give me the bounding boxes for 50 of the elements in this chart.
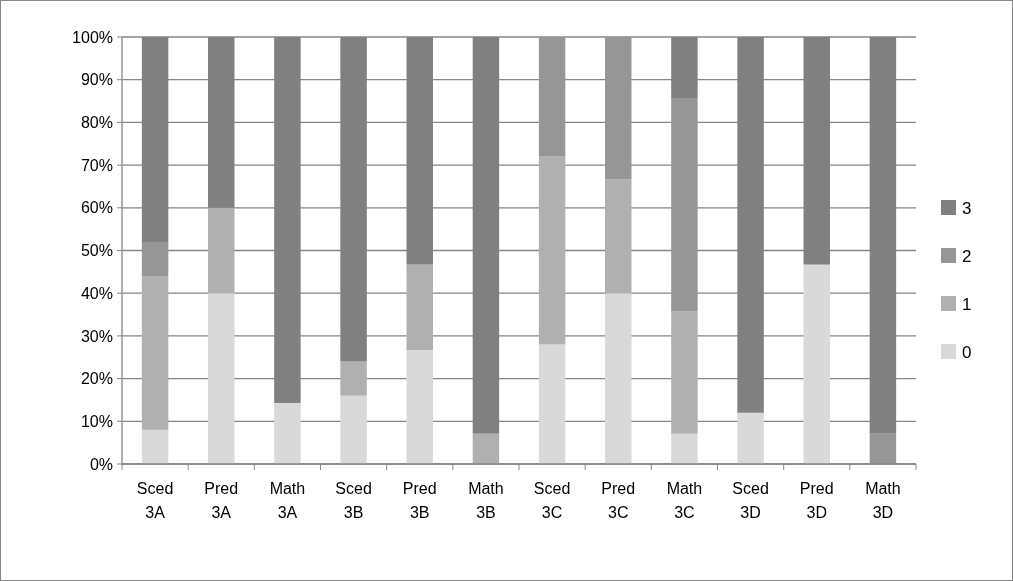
y-tick-label: 100% xyxy=(72,28,113,46)
x-tick-label: Pred 3B xyxy=(402,480,437,521)
bar xyxy=(141,429,169,464)
bar xyxy=(671,311,698,434)
x-tick-label: Sced 3D xyxy=(732,480,769,521)
x-tick-label: Math 3A xyxy=(269,480,306,521)
bar xyxy=(141,241,169,277)
y-tick-label: 70% xyxy=(80,156,113,174)
y-tick-label: 0% xyxy=(89,455,113,473)
y-tick-label: 20% xyxy=(80,370,113,388)
x-tick-label: Sced 3B xyxy=(335,480,372,521)
y-tick-label: 80% xyxy=(80,114,113,131)
x-tick-label: Pred 3A xyxy=(204,480,239,521)
x-tick-label: Pred 3D xyxy=(799,480,834,521)
y-tick-label: 10% xyxy=(80,412,113,430)
bar xyxy=(538,156,566,345)
x-tick-label: Sced 3A xyxy=(136,480,174,521)
y-tick-label: 50% xyxy=(80,242,113,260)
bar xyxy=(538,37,566,157)
bar xyxy=(671,98,698,312)
x-tick-label: Math 3C xyxy=(666,480,703,521)
y-tick-label: 90% xyxy=(80,71,113,89)
legend-label: 1 xyxy=(962,294,972,314)
bar xyxy=(538,344,566,464)
legend-label: 0 xyxy=(962,342,972,362)
bar xyxy=(274,402,301,464)
bar xyxy=(340,361,367,396)
legend-label: 3 xyxy=(962,198,972,218)
bar xyxy=(803,264,830,464)
bar xyxy=(472,433,500,464)
legend-label: 2 xyxy=(962,246,972,266)
bar xyxy=(605,179,632,294)
x-tick-label: Pred 3C xyxy=(601,480,636,521)
y-tick-label: 40% xyxy=(80,284,113,302)
bar xyxy=(208,293,235,464)
bar xyxy=(737,412,764,464)
bar xyxy=(605,37,632,180)
x-tick-label: Sced 3C xyxy=(533,480,571,521)
x-tick-label: Math 3D xyxy=(865,480,901,521)
bar xyxy=(671,433,698,464)
bar xyxy=(869,433,897,464)
y-tick-label: 60% xyxy=(80,199,113,217)
bar xyxy=(141,276,169,430)
y-tick-label: 30% xyxy=(80,327,113,345)
bar xyxy=(406,349,433,464)
bar xyxy=(340,395,367,464)
bar xyxy=(605,293,632,464)
bar xyxy=(406,264,433,350)
x-tick-label: Math 3B xyxy=(468,480,504,521)
bar xyxy=(208,207,235,294)
